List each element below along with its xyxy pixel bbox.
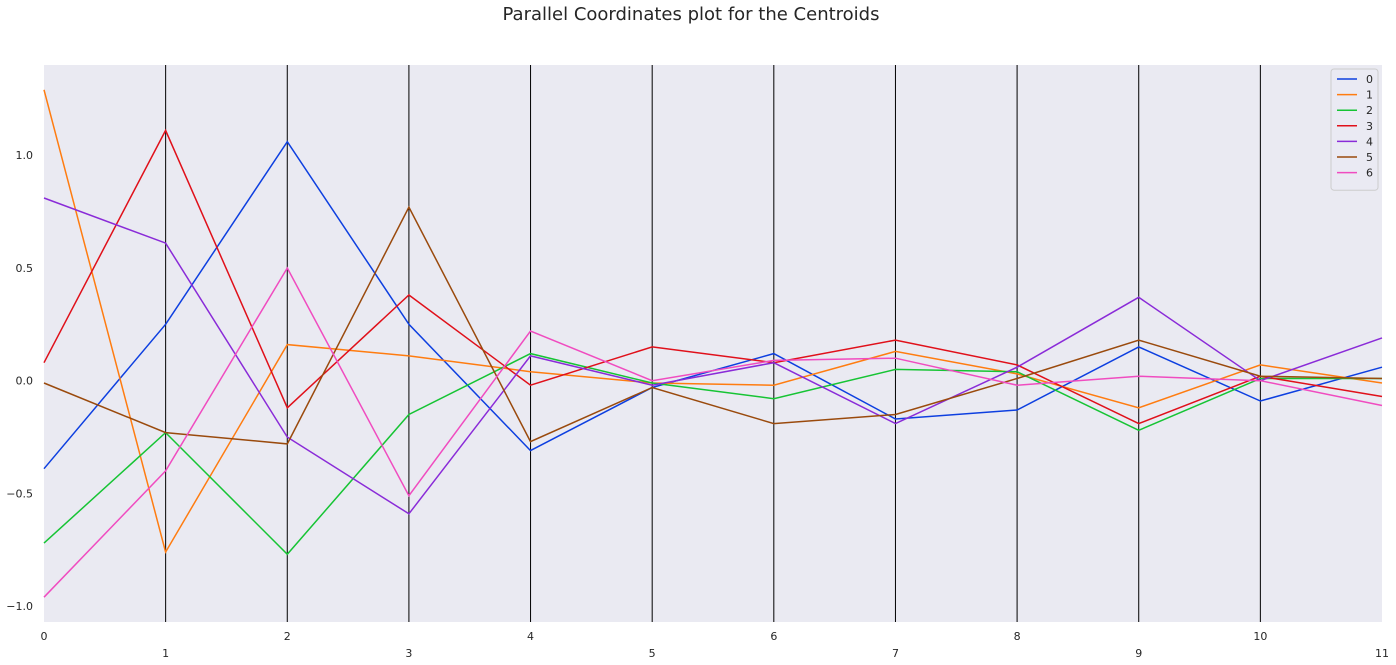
series-line-2 <box>43 352 1382 556</box>
x-tick-label: 11 <box>1375 647 1389 660</box>
x-tick-label: 4 <box>527 630 534 643</box>
series-line-6 <box>43 266 1383 598</box>
x-tick-label: 1 <box>162 647 169 660</box>
series-lines <box>43 89 1383 598</box>
legend-label-6: 6 <box>1366 167 1373 180</box>
y-tick-label: 1.0 <box>16 149 34 162</box>
legend: 0 1 2 3 4 5 6 <box>1330 68 1379 191</box>
y-tick-label: −1.0 <box>6 600 33 613</box>
x-tick-label: 6 <box>770 630 777 643</box>
x-tick-label: 10 <box>1253 630 1267 643</box>
x-tick-label: 5 <box>649 647 656 660</box>
legend-label-5: 5 <box>1366 151 1373 164</box>
legend-label-4: 4 <box>1366 135 1373 148</box>
legend-label-3: 3 <box>1366 120 1373 133</box>
y-tick-labels: −1.0 −0.5 0.0 0.5 1.0 <box>6 149 33 613</box>
chart-title: Parallel Coordinates plot for the Centro… <box>502 4 880 25</box>
x-tick-label: 2 <box>284 630 291 643</box>
plot-background <box>44 65 1382 622</box>
series-line-4 <box>43 197 1383 515</box>
x-tick-label: 0 <box>41 630 48 643</box>
y-tick-label: 0.5 <box>16 262 34 275</box>
vertical-axis-lines <box>165 65 1261 622</box>
series-line-1 <box>43 89 1383 555</box>
series-line-3 <box>43 128 1383 425</box>
x-tick-labels: 0 1 2 3 4 5 6 7 8 9 10 11 <box>41 630 1390 660</box>
y-tick-label: 0.0 <box>16 375 34 388</box>
x-tick-label: 8 <box>1014 630 1021 643</box>
x-tick-label: 7 <box>892 647 899 660</box>
series-line-5 <box>43 205 1383 445</box>
legend-label-0: 0 <box>1366 73 1373 86</box>
legend-label-2: 2 <box>1366 104 1373 117</box>
y-tick-label: −0.5 <box>6 487 33 500</box>
x-tick-label: 3 <box>405 647 412 660</box>
x-tick-label: 9 <box>1135 647 1142 660</box>
legend-label-1: 1 <box>1366 89 1373 102</box>
legend-box <box>1330 68 1379 191</box>
